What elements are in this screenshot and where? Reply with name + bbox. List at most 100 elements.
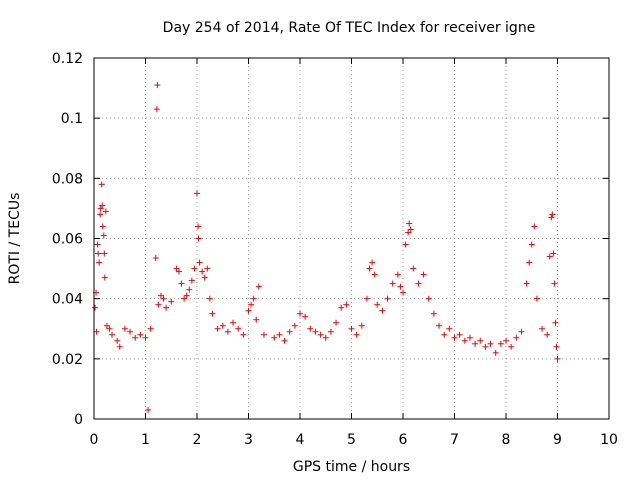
data-point <box>508 343 515 350</box>
data-point <box>343 301 350 308</box>
data-point <box>173 265 180 272</box>
data-point <box>405 229 412 236</box>
data-point <box>106 325 113 332</box>
data-point <box>322 334 329 341</box>
data-point <box>224 328 231 335</box>
x-tick-label: 6 <box>399 432 408 448</box>
data-point <box>366 265 373 272</box>
data-point <box>183 292 190 299</box>
data-point <box>477 337 484 344</box>
grid <box>94 58 609 419</box>
data-point <box>260 331 267 338</box>
data-point <box>98 181 105 188</box>
data-point <box>100 232 107 239</box>
data-point <box>175 268 182 275</box>
data-point <box>389 280 396 287</box>
data-point <box>456 331 463 338</box>
data-point <box>548 214 555 221</box>
data-point <box>201 274 208 281</box>
x-tick-label: 1 <box>141 432 150 448</box>
data-point <box>539 325 546 332</box>
y-tick-label: 0.12 <box>52 51 83 67</box>
data-point <box>302 313 309 320</box>
data-point <box>374 301 381 308</box>
data-point <box>145 406 152 413</box>
data-point <box>333 319 340 326</box>
data-point <box>526 259 533 266</box>
data-point <box>114 337 121 344</box>
x-tick-label: 2 <box>193 432 202 448</box>
x-tick-label: 4 <box>296 432 305 448</box>
chart-title: Day 254 of 2014, Rate Of TEC Index for r… <box>163 20 536 36</box>
y-axis-title: ROTI / TECUs <box>7 193 23 285</box>
data-point <box>379 307 386 314</box>
data-point <box>410 265 417 272</box>
data-point <box>97 205 104 212</box>
data-point <box>194 190 200 197</box>
data-point <box>353 331 360 338</box>
x-tick-label: 10 <box>600 432 618 448</box>
x-tick-label: 5 <box>347 432 356 448</box>
data-point <box>461 337 468 344</box>
data-point <box>533 295 540 302</box>
data-point <box>406 220 413 227</box>
data-point <box>400 289 406 296</box>
data-point <box>94 241 101 248</box>
data-point <box>276 331 283 338</box>
data-point <box>99 223 106 230</box>
data-point <box>181 295 188 302</box>
data-point <box>188 277 195 284</box>
data-point <box>102 208 109 215</box>
data-point <box>553 343 560 350</box>
data-point <box>407 226 414 233</box>
data-point <box>92 304 99 311</box>
data-point <box>307 325 314 332</box>
data-point <box>121 325 128 332</box>
data-point <box>317 331 324 338</box>
data-point <box>152 255 159 262</box>
data-point <box>204 265 211 272</box>
data-point <box>369 259 376 266</box>
data-point <box>157 292 164 299</box>
data-point <box>554 355 561 362</box>
data-point <box>518 328 525 335</box>
data-point <box>497 340 504 347</box>
data-point <box>109 331 116 338</box>
data-point <box>97 211 104 218</box>
data-point <box>371 271 378 278</box>
data-point <box>240 331 247 338</box>
data-point <box>420 271 427 278</box>
data-point <box>230 319 237 326</box>
data-point <box>482 343 489 350</box>
data-point <box>425 295 432 302</box>
data-point <box>436 322 443 329</box>
data-point <box>551 280 558 287</box>
data-point <box>153 106 160 113</box>
data-point <box>503 337 509 344</box>
data-point <box>101 274 108 281</box>
data-point <box>513 334 520 341</box>
data-point <box>127 328 134 335</box>
data-point <box>214 325 221 332</box>
data-point <box>196 259 203 266</box>
data-point <box>472 340 479 347</box>
data-point <box>286 328 293 335</box>
data-point <box>312 328 319 335</box>
data-point <box>137 331 144 338</box>
data-point <box>446 325 453 332</box>
data-point <box>168 298 175 305</box>
data-point <box>544 331 551 338</box>
data-point <box>96 259 103 266</box>
data-point <box>338 304 345 311</box>
x-tick-label: 7 <box>450 432 459 448</box>
data-point <box>95 250 102 257</box>
data-point <box>195 235 202 242</box>
data-point <box>441 331 448 338</box>
data-point <box>384 295 391 302</box>
y-tick-label: 0.06 <box>52 232 83 248</box>
x-axis-title: GPS time / hours <box>293 459 410 475</box>
data-point <box>291 322 298 329</box>
data-point <box>250 295 257 302</box>
data-point <box>492 349 499 356</box>
